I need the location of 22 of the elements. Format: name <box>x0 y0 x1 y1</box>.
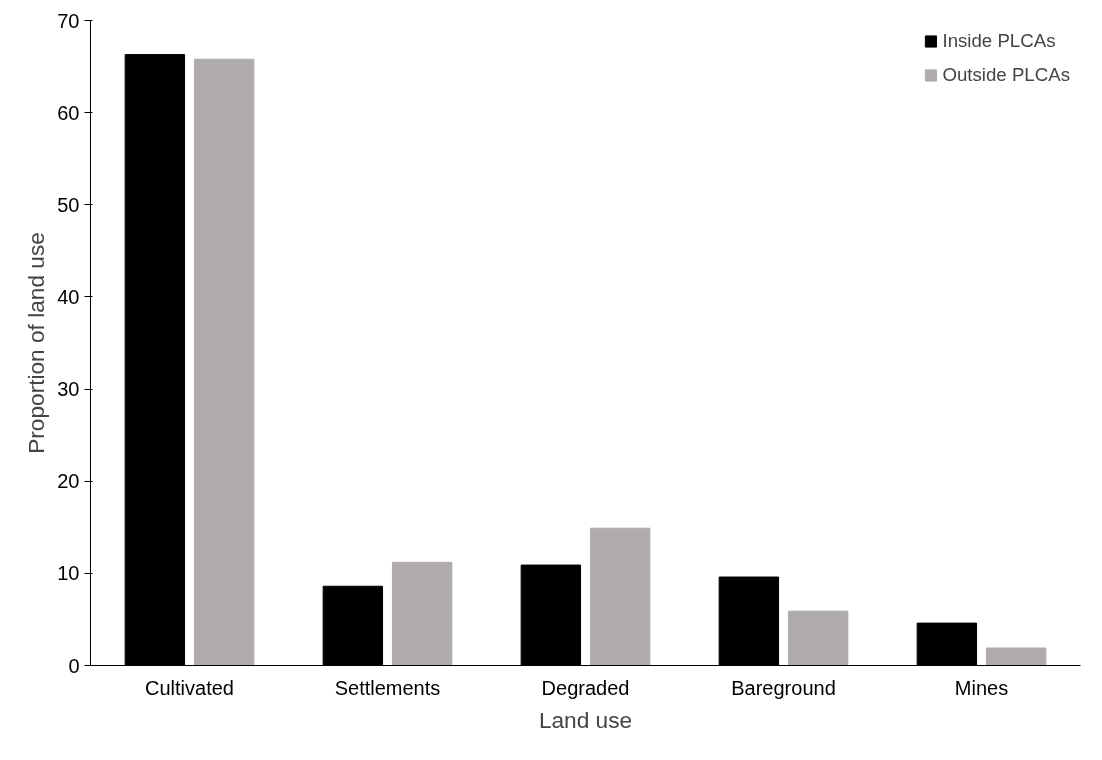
y-tick-label: 10 <box>57 562 80 585</box>
bar <box>193 58 255 666</box>
x-axis-title: Land use <box>538 706 633 733</box>
legend-label: Inside PLCAs <box>942 30 1056 52</box>
bar <box>391 561 453 666</box>
legend-label: Outside PLCAs <box>942 64 1070 86</box>
y-tick-label: 60 <box>57 101 80 124</box>
y-tick-label: 30 <box>57 378 80 401</box>
bar <box>985 647 1047 666</box>
y-tick-label: 20 <box>57 470 80 493</box>
y-tick-label: 40 <box>57 285 80 308</box>
x-tick-label: Cultivated <box>145 676 234 699</box>
y-axis-title: Proportion of land use <box>23 232 50 454</box>
x-tick-label: Settlements <box>334 676 441 699</box>
y-tick-label: 0 <box>68 654 80 677</box>
bar <box>787 610 849 666</box>
x-tick-label: Degraded <box>541 676 630 699</box>
x-tick-label: Mines <box>954 676 1009 699</box>
y-tick-label: 70 <box>57 9 80 32</box>
y-tick-label: 50 <box>57 193 80 216</box>
x-tick-label: Bareground <box>731 676 836 699</box>
bar <box>589 527 651 666</box>
